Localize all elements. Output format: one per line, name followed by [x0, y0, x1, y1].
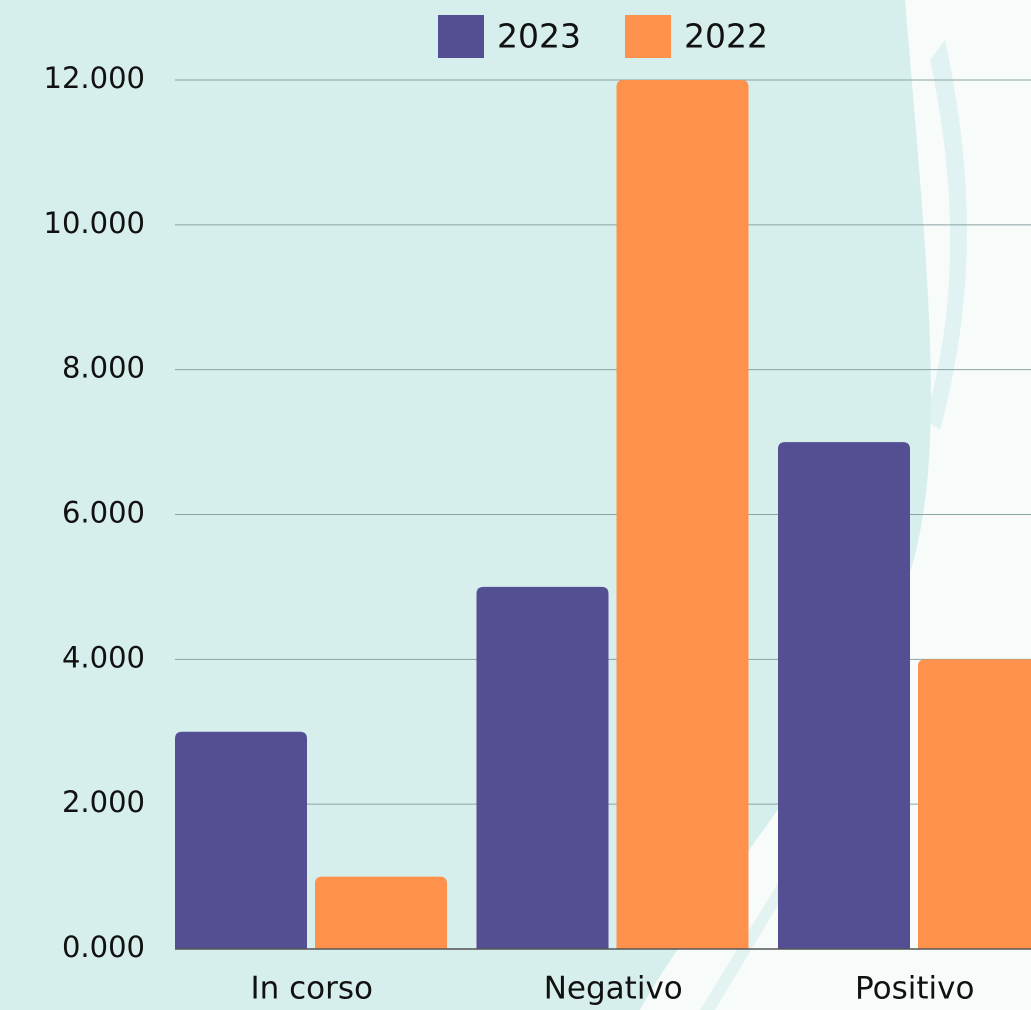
- y-tick-label: 2.000: [62, 785, 145, 819]
- bar: [778, 442, 910, 949]
- legend-label: 2022: [684, 17, 768, 56]
- y-tick-label: 0.000: [62, 930, 145, 964]
- legend-swatch: [625, 15, 671, 58]
- bar: [616, 80, 749, 949]
- y-tick-label: 12.000: [44, 61, 145, 95]
- x-tick-label: Positivo: [855, 971, 974, 1007]
- legend-swatch: [438, 15, 484, 58]
- bar: [476, 586, 609, 949]
- y-tick-label: 10.000: [44, 206, 145, 240]
- y-tick-label: 6.000: [62, 496, 145, 530]
- x-tick-label: Negativo: [544, 971, 683, 1007]
- bar: [315, 876, 447, 949]
- y-tick-label: 4.000: [62, 640, 145, 674]
- bar: [175, 731, 307, 949]
- legend-label: 2023: [497, 17, 581, 56]
- bar: [918, 659, 1031, 949]
- y-tick-label: 8.000: [62, 351, 145, 385]
- x-tick-label: In corso: [250, 971, 373, 1007]
